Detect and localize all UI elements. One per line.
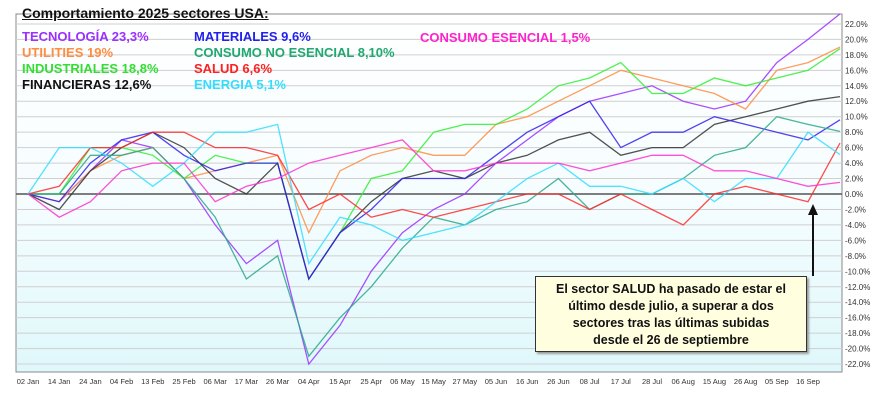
callout-line: desde el 26 de septiembre — [593, 333, 749, 347]
x-tick-label: 04 Apr — [298, 377, 320, 386]
callout-line: El sector SALUD ha pasado de estar el — [556, 282, 786, 296]
legend-financieras: FINANCIERAS 12,6% — [22, 77, 152, 92]
y-tick-label: -18.0% — [845, 329, 870, 338]
y-tick-label: 14.0% — [845, 82, 868, 91]
x-tick-label: 25 Apr — [360, 377, 382, 386]
y-tick-label: -16.0% — [845, 314, 870, 323]
x-tick-label: 24 Jan — [79, 377, 102, 386]
x-tick-label: 17 Mar — [235, 377, 259, 386]
y-tick-label: -20.0% — [845, 345, 870, 354]
y-tick-label: -14.0% — [845, 298, 870, 307]
x-tick-label: 06 Mar — [204, 377, 228, 386]
x-tick-label: 28 Jul — [642, 377, 662, 386]
x-tick-label: 15 Apr — [329, 377, 351, 386]
legend-energia: ENERGIA 5,1% — [194, 77, 286, 92]
y-tick-label: 8.0% — [845, 128, 863, 137]
annotation-callout: El sector SALUD ha pasado de estar el úl… — [535, 276, 807, 352]
callout-line: sectores tras las últimas subidas — [572, 316, 770, 330]
y-tick-label: 0.0% — [845, 190, 863, 199]
x-tick-label: 05 Sep — [765, 377, 789, 386]
y-tick-label: 22.0% — [845, 20, 868, 29]
chart-title: Comportamiento 2025 sectores USA: — [22, 5, 269, 21]
legend-salud: SALUD 6,6% — [194, 61, 273, 76]
y-tick-label: 20.0% — [845, 35, 868, 44]
y-tick-label: -6.0% — [845, 236, 866, 245]
x-tick-label: 26 Mar — [266, 377, 290, 386]
legend-utilities: UTILITIES 19% — [22, 45, 114, 60]
legend-consumo-no-esencial: CONSUMO NO ESENCIAL 8,10% — [194, 45, 395, 60]
x-tick-label: 15 Aug — [703, 377, 726, 386]
x-tick-label: 26 Aug — [734, 377, 757, 386]
x-tick-label: 15 May — [421, 377, 446, 386]
y-tick-label: 4.0% — [845, 159, 863, 168]
y-tick-label: -2.0% — [845, 205, 866, 214]
y-tick-label: 10.0% — [845, 113, 868, 122]
y-tick-label: 16.0% — [845, 66, 868, 75]
legend-tecnologia: TECNOLOGÍA 23,3% — [22, 29, 149, 44]
y-tick-label: 18.0% — [845, 51, 868, 60]
y-tick-label: -12.0% — [845, 283, 870, 292]
x-tick-label: 05 Jun — [485, 377, 508, 386]
y-tick-label: -4.0% — [845, 221, 866, 230]
callout-line: último desde julio, a superar a dos — [568, 299, 774, 313]
x-tick-label: 26 Jun — [547, 377, 570, 386]
arrow-head-icon — [808, 204, 818, 215]
legend-consumo-esencial: CONSUMO ESENCIAL 1,5% — [420, 30, 591, 45]
y-tick-label: 12.0% — [845, 97, 868, 106]
y-tick-label: -10.0% — [845, 267, 870, 276]
x-tick-label: 06 Aug — [672, 377, 695, 386]
x-tick-label: 06 May — [390, 377, 415, 386]
series-line-materiales — [27, 100, 841, 281]
series-line-energia — [27, 123, 841, 266]
legend-materiales: MATERIALES 9,6% — [194, 29, 311, 44]
y-tick-label: 2.0% — [845, 175, 863, 184]
x-tick-label: 27 May — [452, 377, 477, 386]
y-tick-label: -8.0% — [845, 252, 866, 261]
x-tick-label: 02 Jan — [17, 377, 40, 386]
x-tick-label: 04 Feb — [110, 377, 133, 386]
y-tick-label: -22.0% — [845, 360, 870, 369]
x-tick-label: 17 Jul — [611, 377, 631, 386]
series-line-consumo — [27, 139, 841, 218]
x-tick-label: 16 Sep — [796, 377, 820, 386]
x-tick-label: 13 Feb — [141, 377, 164, 386]
x-tick-label: 14 Jan — [48, 377, 71, 386]
legend-industriales: INDUSTRIALES 18,8% — [22, 61, 159, 76]
x-tick-label: 25 Feb — [172, 377, 195, 386]
x-tick-label: 08 Jul — [580, 377, 600, 386]
series-line-salud — [27, 131, 841, 226]
x-tick-label: 16 Jun — [516, 377, 539, 386]
y-tick-label: 6.0% — [845, 144, 863, 153]
